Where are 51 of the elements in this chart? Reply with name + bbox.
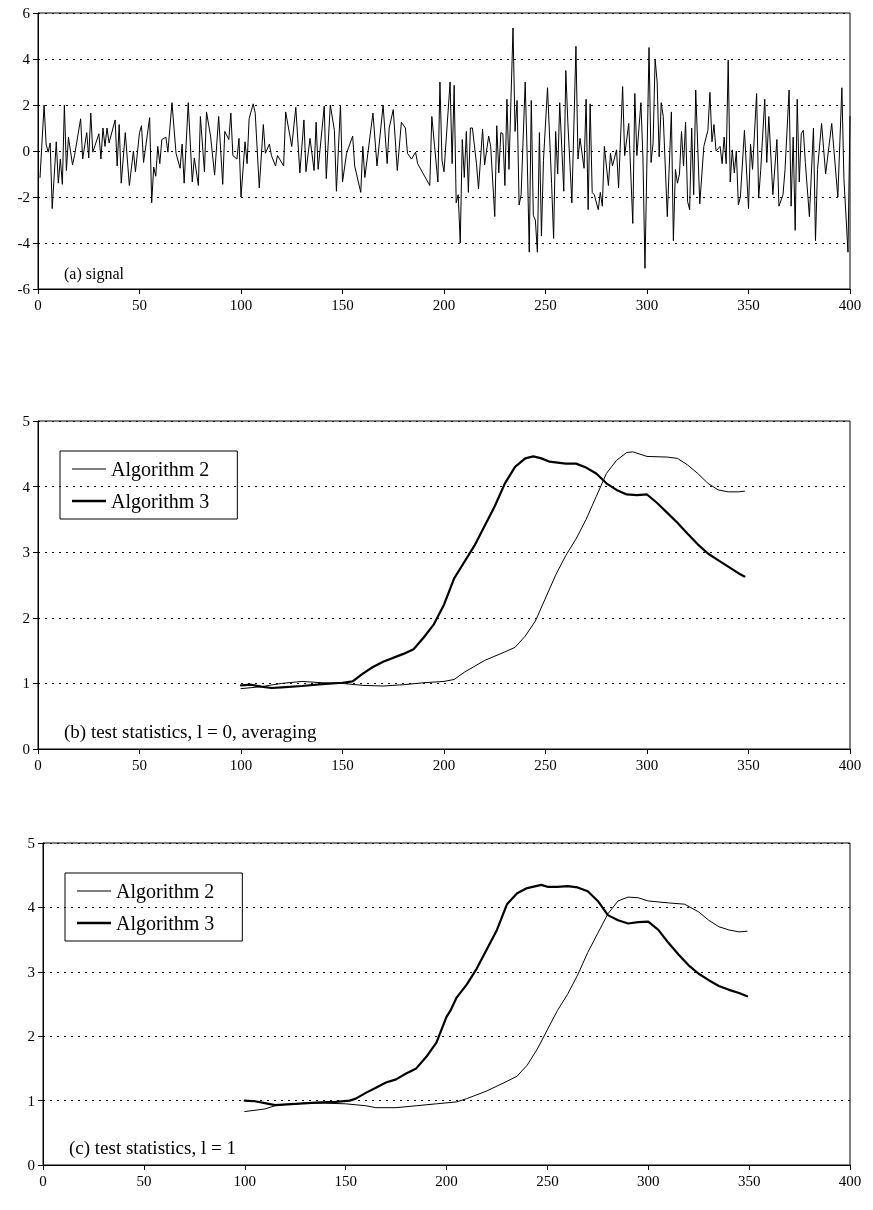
x-tick-label: 400 [838,1172,862,1189]
legend-label: Algorithm 3 [116,912,215,935]
legend-label: Algorithm 2 [116,880,215,903]
x-tick-label: 350 [737,296,760,313]
x-tick-label: 200 [435,1172,458,1189]
x-tick-label: 300 [635,756,659,773]
x-tick-label: 250 [534,756,557,773]
x-tick-label: 50 [132,756,147,773]
legend-label: Algorithm 2 [111,458,210,481]
y-tick-label: 3 [22,544,30,561]
x-tick-label: 250 [536,1172,559,1189]
y-tick-label: 4 [22,478,31,495]
x-tick-label: 400 [838,296,862,313]
x-tick-label: 50 [136,1172,152,1189]
y-tick-label: 5 [27,835,35,851]
x-tick-label: 350 [737,756,760,773]
y-tick-label: 2 [22,609,30,626]
y-tick-label: 2 [22,97,30,113]
x-tick-label: 350 [737,1172,761,1189]
x-tick-label: 250 [534,296,557,313]
y-tick-label: 6 [22,5,31,21]
y-tick-label: 1 [27,1092,35,1109]
x-tick-label: 100 [233,1172,256,1189]
x-tick-label: 300 [637,1172,660,1189]
annotation: (b) test statistics, l = 0, averaging [64,721,317,743]
x-tick-label: 400 [838,756,862,773]
y-tick-label: -4 [17,235,31,251]
x-tick-label: 300 [635,296,659,313]
x-tick-label: 150 [331,756,354,773]
y-tick-label: 0 [22,143,30,159]
y-tick-label: 4 [27,899,36,916]
y-tick-label: 3 [27,963,35,980]
y-tick-label: 4 [22,51,31,67]
annotation: (c) test statistics, l = 1 [69,1137,236,1159]
x-tick-label: 150 [331,296,354,313]
y-tick-label: 0 [22,741,30,757]
y-tick-label: 0 [27,1157,35,1173]
y-tick-label: -6 [17,281,31,297]
x-tick-label: 100 [229,756,253,773]
y-tick-label: 5 [22,413,30,429]
y-tick-label: -2 [17,189,30,205]
x-tick-label: 200 [432,756,456,773]
x-tick-label: 50 [132,296,147,313]
x-tick-label: 0 [39,1172,47,1189]
x-tick-label: 200 [432,296,456,313]
x-tick-label: 150 [334,1172,357,1189]
legend-label: Algorithm 3 [111,490,210,513]
annotation: (a) signal [64,264,125,283]
y-tick-label: 1 [22,675,30,692]
x-tick-label: 100 [229,296,253,313]
y-tick-label: 2 [27,1028,35,1045]
